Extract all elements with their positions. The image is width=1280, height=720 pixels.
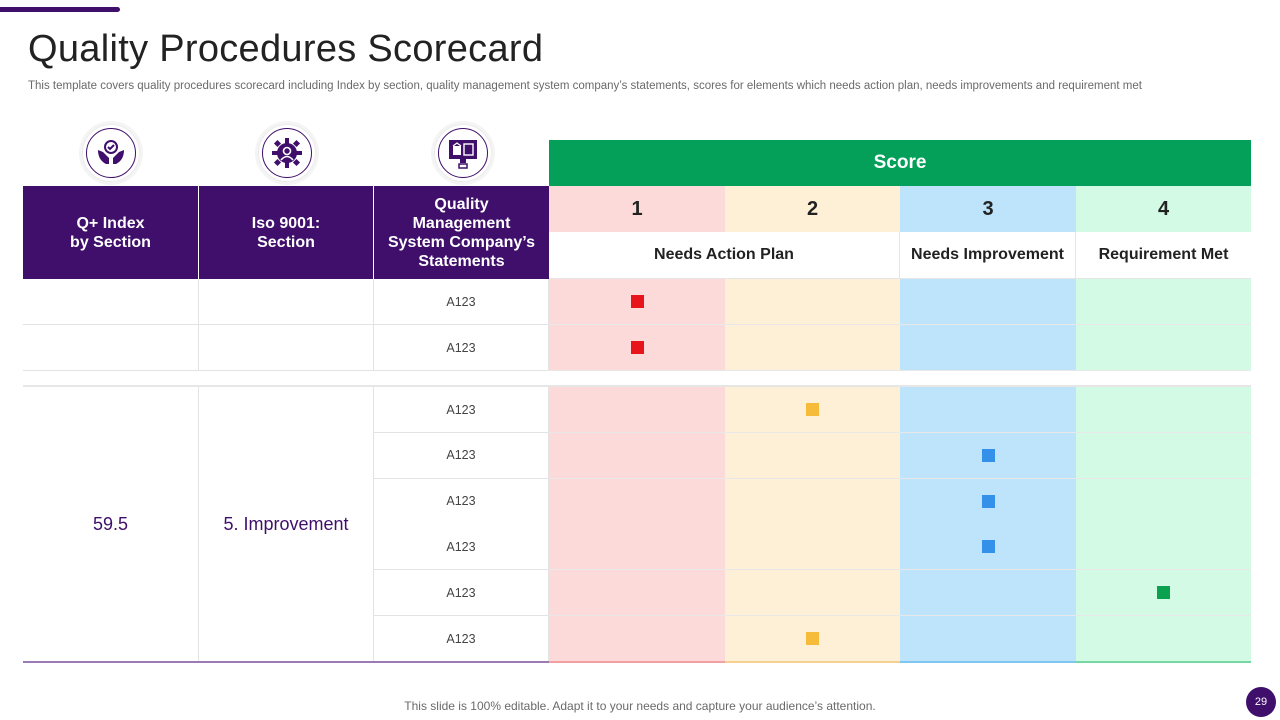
footer-note: This slide is 100% editable. Adapt it to… [404, 699, 876, 713]
page-subtitle: This template covers quality procedures … [28, 80, 1142, 92]
page-title: Quality Procedures Scorecard [28, 28, 544, 70]
statement-code-cell: A123 [374, 387, 549, 433]
table-bottom-accent-3 [900, 661, 1076, 663]
score-cell-1 [549, 616, 725, 662]
score-cell-3 [900, 524, 1076, 571]
score-number-4: 4 [1076, 186, 1251, 232]
needs-action-plan-label: Needs Action Plan [549, 232, 900, 279]
section-name-cell: 5. Improvement [199, 387, 374, 662]
score-cell-4 [1076, 325, 1251, 371]
score-number-2: 2 [725, 186, 900, 232]
statements-header: Quality Management System Company’s Stat… [374, 186, 549, 279]
score-cell-4 [1076, 570, 1251, 617]
empty-index-cell [23, 279, 199, 325]
group-separator [23, 385, 1251, 387]
score-cell-2 [725, 387, 900, 433]
score-cell-2 [725, 325, 900, 371]
score-marker [630, 341, 644, 354]
score-cell-4 [1076, 279, 1251, 325]
iso-section-header: Iso 9001: Section [199, 186, 374, 279]
score-cell-1 [549, 279, 725, 325]
score-number-3: 3 [900, 186, 1076, 232]
score-cell-3 [900, 325, 1076, 371]
score-cell-3 [900, 387, 1076, 433]
score-cell-4 [1076, 478, 1251, 525]
score-cell-1 [549, 432, 725, 479]
empty-iso-cell [199, 325, 374, 371]
statement-code-cell: A123 [374, 279, 549, 325]
score-cell-3 [900, 570, 1076, 617]
table-bottom-accent-1 [549, 661, 725, 663]
score-cell-1 [549, 325, 725, 371]
score-cell-3 [900, 616, 1076, 662]
score-marker [981, 540, 995, 554]
gear-person-icon [258, 124, 316, 182]
statement-code-cell: A123 [374, 325, 549, 371]
statement-code-cell: A123 [374, 570, 549, 617]
score-cell-2 [725, 524, 900, 571]
score-marker [630, 295, 644, 308]
score-cell-4 [1076, 432, 1251, 479]
score-cell-2 [725, 616, 900, 662]
score-cell-2 [725, 432, 900, 479]
statement-code-cell: A123 [374, 478, 549, 525]
table-bottom-line [23, 661, 725, 663]
score-cell-2 [725, 478, 900, 525]
index-value-cell: 59.5 [23, 387, 199, 662]
needs-improvement-label: Needs Improvement [900, 232, 1076, 279]
score-marker [981, 494, 995, 508]
score-cell-1 [549, 387, 725, 433]
requirement-met-label: Requirement Met [1076, 232, 1251, 279]
score-marker [1157, 586, 1170, 600]
page-number-badge: 29 [1246, 687, 1276, 717]
hands-quality-icon [82, 124, 140, 182]
score-cell-2 [725, 279, 900, 325]
top-accent-bar [0, 7, 120, 12]
table-bottom-accent-2 [725, 661, 900, 663]
score-header: Score [549, 140, 1251, 186]
score-number-1: 1 [549, 186, 725, 232]
score-marker [806, 632, 819, 645]
score-cell-4 [1076, 524, 1251, 571]
score-cell-1 [549, 478, 725, 525]
score-cell-1 [549, 570, 725, 617]
score-cell-3 [900, 478, 1076, 525]
score-cell-3 [900, 432, 1076, 479]
score-marker [806, 403, 819, 416]
empty-iso-cell [199, 279, 374, 325]
score-cell-4 [1076, 387, 1251, 433]
statement-code-cell: A123 [374, 432, 549, 479]
score-cell-3 [900, 279, 1076, 325]
index-by-section-header: Q+ Index by Section [23, 186, 199, 279]
score-cell-1 [549, 524, 725, 571]
monitor-building-icon [434, 124, 492, 182]
score-cell-2 [725, 570, 900, 617]
score-marker [981, 448, 995, 462]
empty-index-cell [23, 325, 199, 371]
score-cell-4 [1076, 616, 1251, 662]
statement-code-cell: A123 [374, 616, 549, 662]
statement-code-cell: A123 [374, 524, 549, 571]
table-bottom-accent-4 [1076, 661, 1251, 663]
